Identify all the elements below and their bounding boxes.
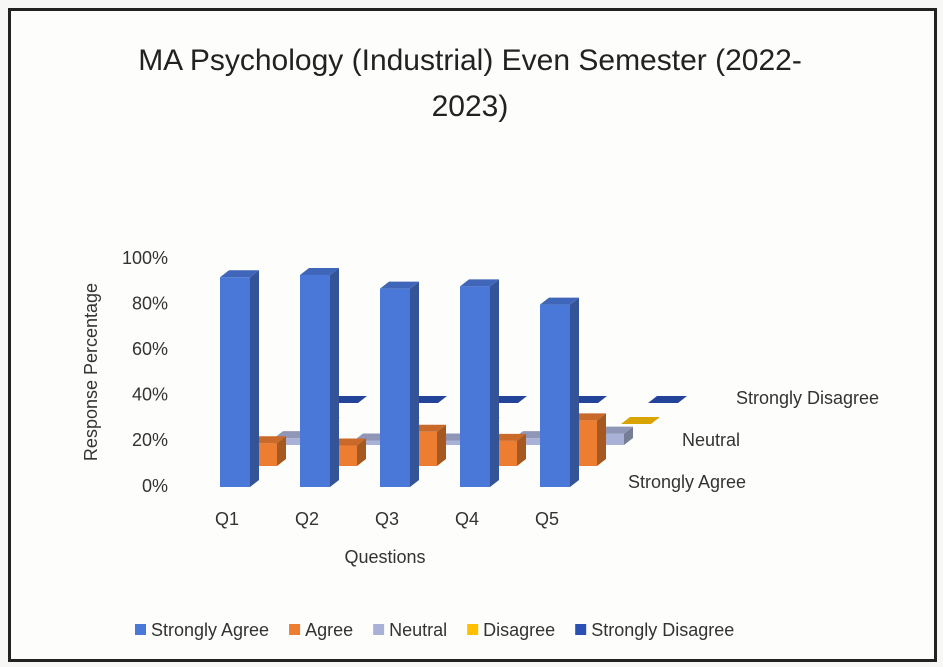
bar	[514, 438, 544, 445]
chart-title: MA Psychology (Industrial) Even Semester…	[138, 44, 802, 123]
legend-label: Neutral	[389, 620, 447, 640]
legend-swatch	[135, 624, 146, 635]
bar-side	[624, 426, 633, 445]
bar	[434, 440, 464, 445]
bar	[354, 440, 384, 445]
legend-swatch	[289, 624, 301, 635]
legend-label: Disagree	[483, 620, 555, 640]
bar-top	[621, 417, 660, 424]
bar	[594, 433, 624, 445]
x-tick-label: Q5	[535, 509, 559, 529]
bar-side	[570, 297, 579, 487]
legend-label: Strongly Agree	[151, 620, 269, 640]
bar-side	[517, 433, 526, 466]
bar-side	[437, 424, 446, 466]
bar	[300, 274, 330, 487]
depth-axis-label: Neutral	[682, 430, 740, 450]
y-tick-label: 20%	[132, 430, 168, 450]
bar-side	[357, 438, 366, 466]
bar	[220, 277, 250, 487]
y-tick-label: 40%	[132, 385, 168, 405]
bar-top	[220, 270, 259, 278]
x-tick-label: Q2	[295, 509, 319, 529]
y-axis-title: Response Percentage	[81, 283, 101, 461]
legend-label: Agree	[305, 620, 353, 640]
bar-side	[277, 436, 286, 466]
bar-top	[380, 281, 419, 289]
x-tick-label: Q3	[375, 509, 399, 529]
x-tick-label: Q4	[455, 509, 479, 529]
x-axis-title: Questions	[344, 547, 425, 567]
bar-top	[300, 267, 339, 275]
bar-side	[490, 279, 499, 487]
legend-swatch	[467, 624, 479, 635]
depth-axis-label: Strongly Agree	[628, 472, 746, 492]
legend-swatch	[575, 624, 587, 635]
bar	[540, 304, 570, 487]
bar-top	[540, 297, 579, 305]
bar	[380, 288, 410, 487]
bar	[460, 286, 490, 487]
depth-axis-label: Strongly Disagree	[736, 388, 879, 408]
bar-side	[330, 267, 339, 487]
bar-top	[460, 279, 499, 287]
x-tick-label: Q1	[215, 509, 239, 529]
bar-side	[410, 281, 419, 487]
legend-swatch	[373, 624, 385, 635]
y-tick-label: 100%	[122, 248, 168, 268]
bar-side	[597, 413, 606, 466]
y-tick-label: 0%	[142, 476, 168, 496]
bar	[274, 438, 304, 445]
y-tick-label: 60%	[132, 339, 168, 359]
legend-label: Strongly Disagree	[591, 620, 734, 640]
bar-top	[648, 396, 687, 403]
bar-side	[250, 270, 259, 487]
y-tick-label: 80%	[132, 293, 168, 313]
